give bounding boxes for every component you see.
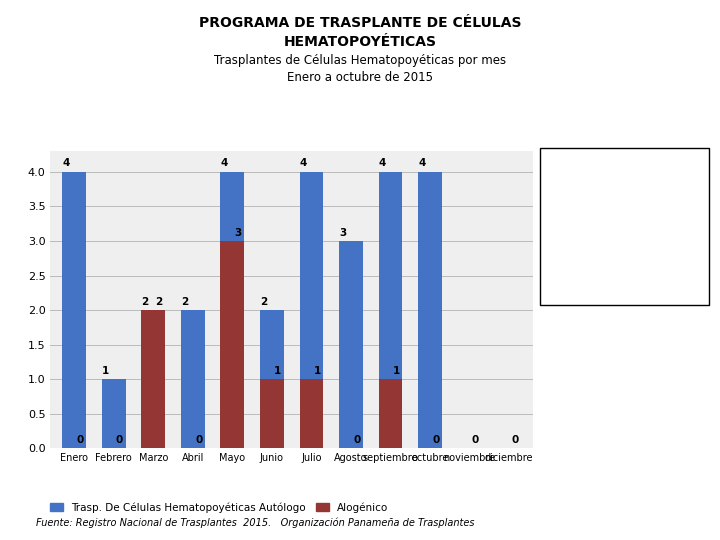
Text: 3: 3 xyxy=(339,227,346,238)
Bar xyxy=(300,172,323,448)
Text: Trasplantes de Células Hematopoyéticas por mes: Trasplantes de Células Hematopoyéticas p… xyxy=(214,54,506,67)
Text: 0: 0 xyxy=(511,435,518,445)
Bar xyxy=(300,379,323,448)
Text: 4: 4 xyxy=(418,158,426,168)
Bar xyxy=(102,379,125,448)
Text: Enero a octubre de 2015: Enero a octubre de 2015 xyxy=(287,71,433,84)
Text: TOTAL ALOGÉNICOS -
8: TOTAL ALOGÉNICOS - 8 xyxy=(551,248,657,270)
Text: 0: 0 xyxy=(432,435,439,445)
Bar xyxy=(141,310,165,448)
Bar xyxy=(260,379,284,448)
Text: 0: 0 xyxy=(116,435,123,445)
Text: PROGRAMA DE TRASPLANTE DE CÉLULAS: PROGRAMA DE TRASPLANTE DE CÉLULAS xyxy=(199,16,521,30)
Text: 0: 0 xyxy=(195,435,202,445)
Text: 0: 0 xyxy=(472,435,479,445)
Bar xyxy=(260,310,284,448)
Text: 4: 4 xyxy=(379,158,386,168)
Bar xyxy=(62,172,86,448)
Text: 3: 3 xyxy=(235,227,242,238)
Bar xyxy=(379,172,402,448)
Text: 2: 2 xyxy=(181,296,188,307)
Text: TOTAL AUTÓLOGOS -
30: TOTAL AUTÓLOGOS - 30 xyxy=(551,200,651,221)
Text: 4: 4 xyxy=(220,158,228,168)
Bar xyxy=(379,379,402,448)
Text: 1: 1 xyxy=(102,366,109,376)
Text: Fuente: Registro Nacional de Trasplantes  2015.   Organización Panameña de Trasp: Fuente: Registro Nacional de Trasplantes… xyxy=(36,518,474,528)
Bar xyxy=(220,241,244,448)
Legend: Trasp. De Células Hematopoyéticas Autólogo, Alogénico: Trasp. De Células Hematopoyéticas Autólo… xyxy=(46,498,392,517)
Bar xyxy=(339,241,363,448)
Text: 4: 4 xyxy=(300,158,307,168)
Bar xyxy=(418,172,442,448)
Bar xyxy=(141,310,165,448)
Text: 2: 2 xyxy=(156,296,163,307)
Text: 2: 2 xyxy=(260,296,267,307)
Text: 1: 1 xyxy=(392,366,400,376)
Bar xyxy=(220,172,244,448)
Bar xyxy=(181,310,204,448)
Text: 0: 0 xyxy=(354,435,361,445)
Text: 4: 4 xyxy=(62,158,70,168)
Text: 2: 2 xyxy=(141,296,148,307)
Text: 1: 1 xyxy=(314,366,321,376)
Text: TOTAL - 38: TOTAL - 38 xyxy=(551,165,610,175)
Text: 0: 0 xyxy=(76,435,84,445)
Text: 1: 1 xyxy=(274,366,282,376)
Text: HEMATOPOYÉTICAS: HEMATOPOYÉTICAS xyxy=(284,35,436,49)
